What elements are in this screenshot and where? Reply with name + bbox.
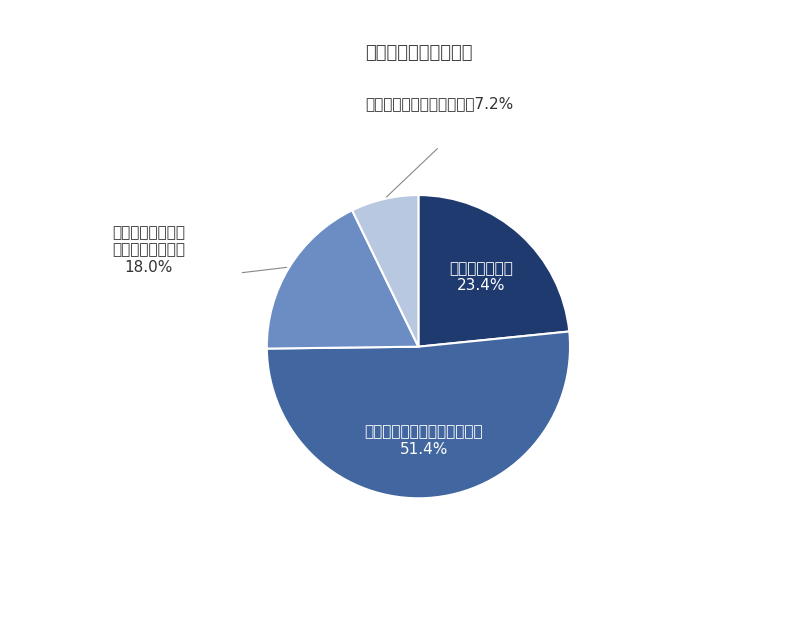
Wedge shape bbox=[418, 195, 569, 347]
Text: どちらかと言えば行っていた
51.4%: どちらかと言えば行っていた 51.4% bbox=[364, 424, 483, 456]
Wedge shape bbox=[267, 331, 570, 498]
Text: ほとんど行っていなかった7.2%: ほとんど行っていなかった7.2% bbox=[365, 96, 513, 111]
Title: 熱中症対策の実施有無: 熱中症対策の実施有無 bbox=[365, 44, 472, 62]
Wedge shape bbox=[352, 195, 418, 347]
Text: どちらかと言えば
行っていなかった
18.0%: どちらかと言えば 行っていなかった 18.0% bbox=[112, 225, 186, 275]
Wedge shape bbox=[267, 211, 418, 349]
Text: 常に行っていた
23.4%: 常に行っていた 23.4% bbox=[450, 261, 513, 293]
